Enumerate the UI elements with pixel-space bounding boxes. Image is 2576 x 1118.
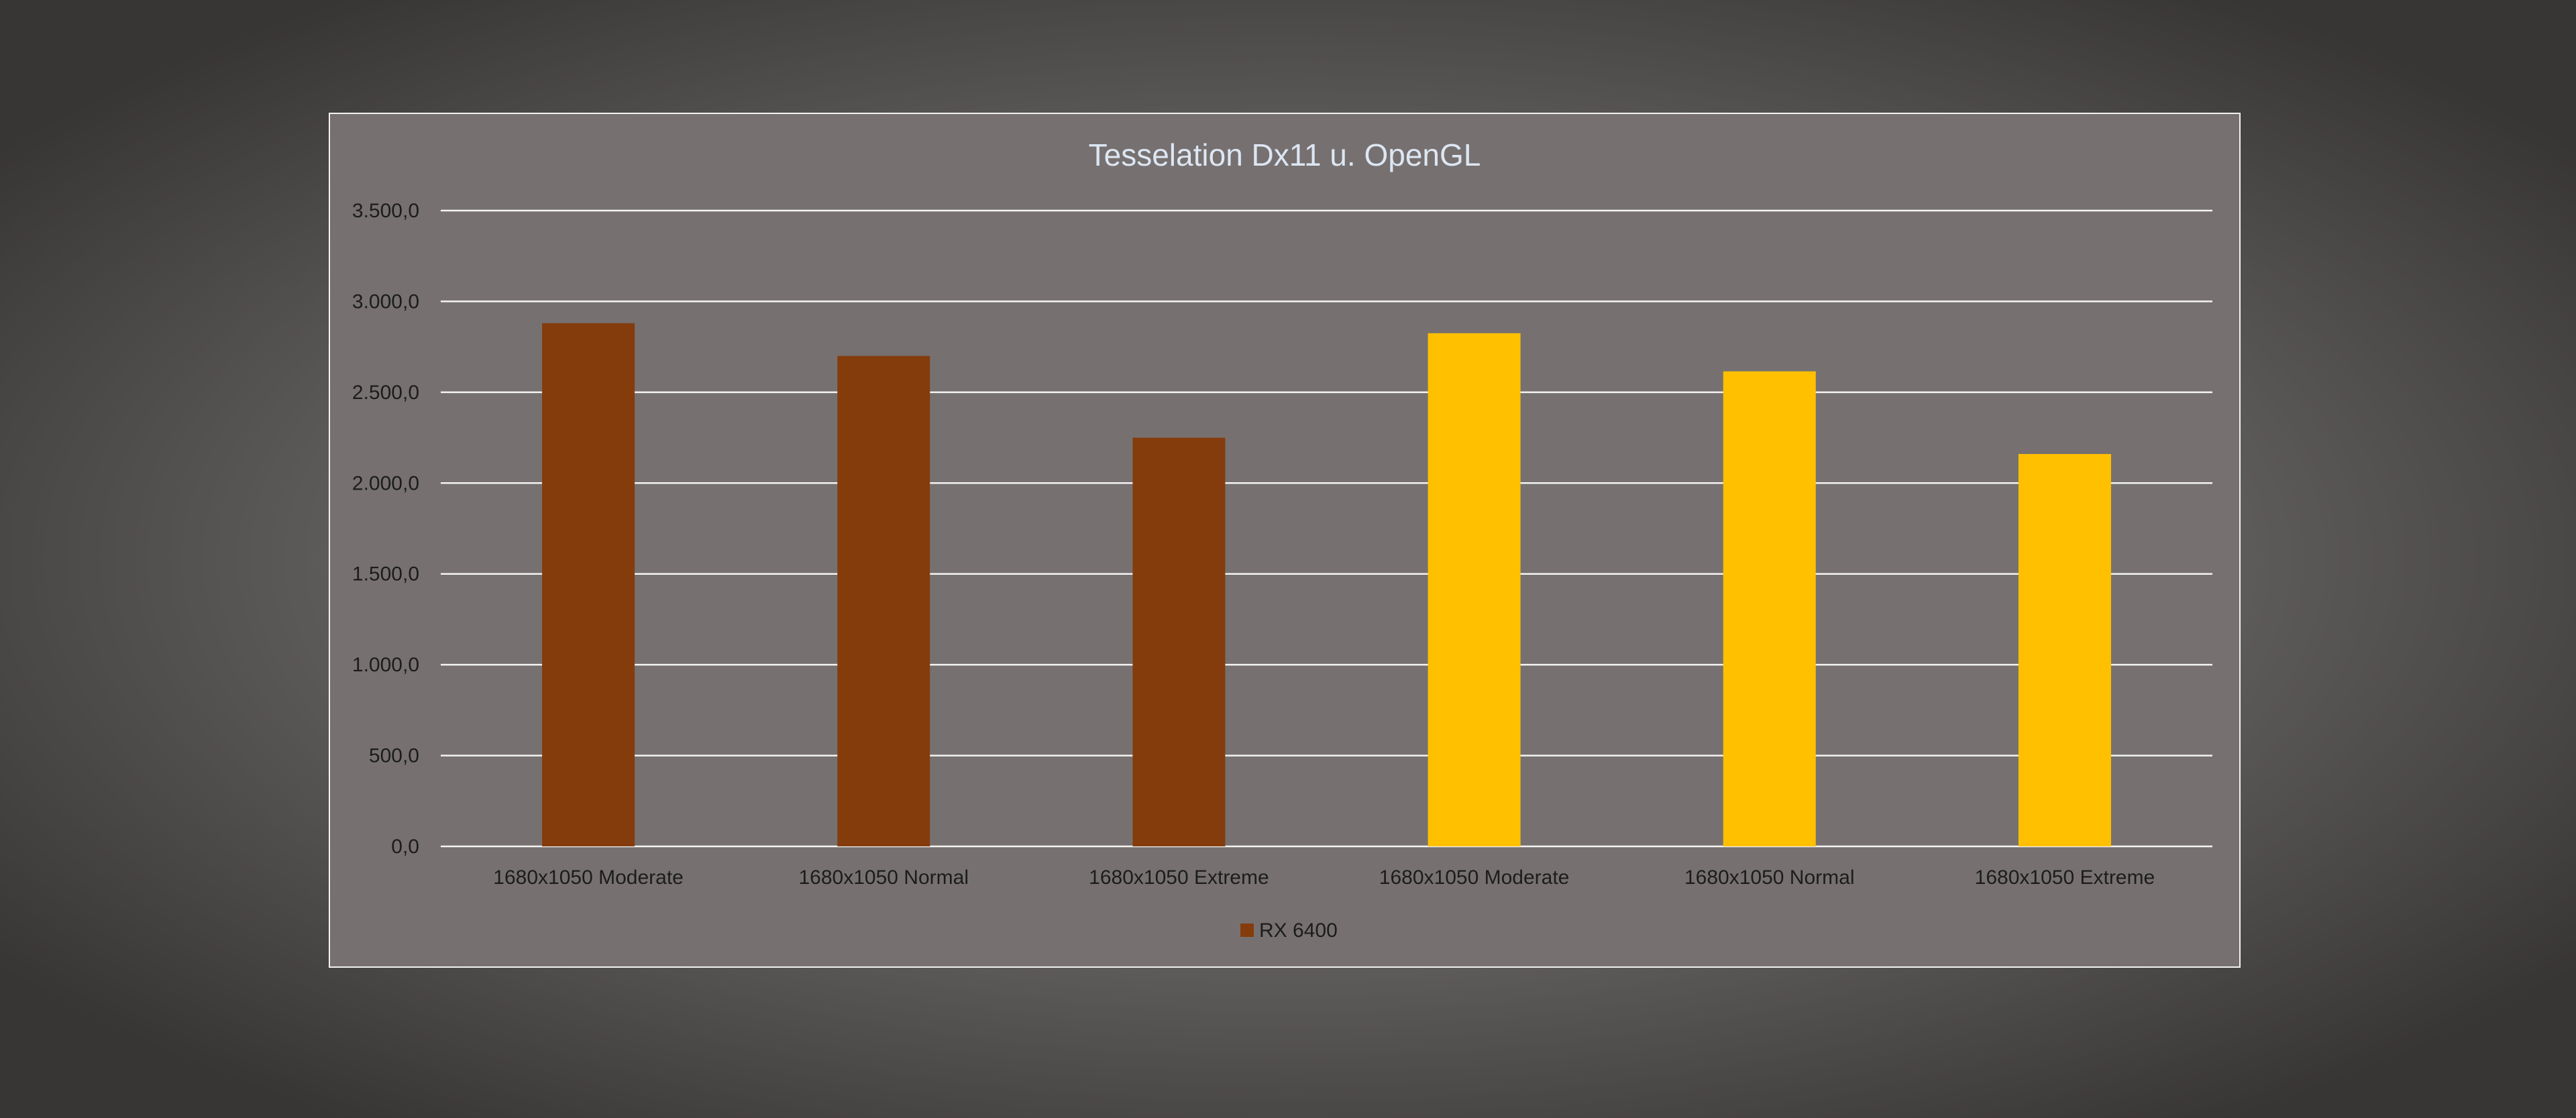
y-tick-label: 3.000,0 — [352, 290, 419, 313]
x-axis-tick-labels: 1680x1050 Moderate 1680x1050 Normal 1680x1… — [493, 867, 2155, 889]
chart-title: Tesselation Dx11 u. OpenGL — [1089, 137, 1481, 172]
y-tick-label: 500,0 — [369, 745, 419, 767]
y-tick-label: 0,0 — [391, 836, 419, 858]
y-tick-label: 3.500,0 — [352, 200, 419, 222]
y-tick-label: 1.000,0 — [352, 654, 419, 676]
y-tick-label: 2.000,0 — [352, 472, 419, 494]
y-tick-label: 2.500,0 — [352, 382, 419, 404]
x-tick-label: 1680x1050 Moderate — [1379, 867, 1570, 889]
bar — [1428, 333, 1521, 846]
legend-swatch — [1240, 924, 1254, 937]
gridlines — [441, 209, 2212, 848]
bar — [2018, 453, 2111, 846]
bar — [542, 323, 635, 847]
legend: RX 6400 — [1240, 919, 1338, 942]
bar — [1132, 437, 1226, 846]
x-tick-label: 1680x1050 Moderate — [493, 867, 684, 889]
bar — [837, 355, 930, 846]
chart-area — [329, 113, 2241, 968]
x-tick-label: 1680x1050 Extreme — [1975, 867, 2155, 889]
y-tick-label: 1.500,0 — [352, 563, 419, 585]
x-tick-label: 1680x1050 Normal — [1684, 867, 1855, 889]
x-tick-label: 1680x1050 Normal — [799, 867, 969, 889]
bars — [542, 323, 2111, 847]
bar — [1723, 371, 1816, 846]
x-tick-label: 1680x1050 Extreme — [1089, 867, 1269, 889]
y-axis-tick-labels: 0,0 500,0 1.000,0 1.500,0 2.000,0 2.500,0 3.00… — [352, 200, 419, 858]
legend-label: RX 6400 — [1259, 919, 1338, 942]
